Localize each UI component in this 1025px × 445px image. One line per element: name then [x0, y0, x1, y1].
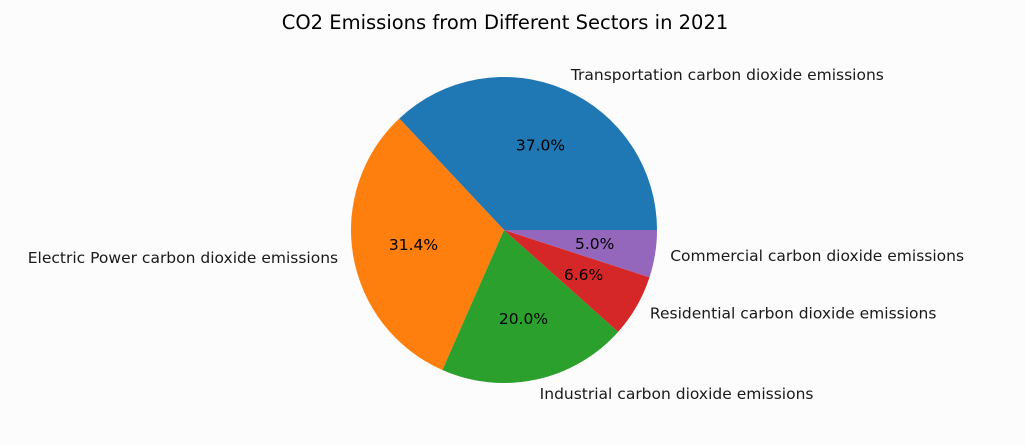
slice-label-industrial-carbon-dioxide-emissions: Industrial carbon dioxide emissions [540, 385, 814, 403]
slice-label-commercial-carbon-dioxide-emissions: Commercial carbon dioxide emissions [670, 247, 964, 265]
pie-slice-industrial-carbon-dioxide-emissions [442, 230, 619, 383]
pie-slice-commercial-carbon-dioxide-emissions [504, 230, 657, 278]
pie-slice-transportation-carbon-dioxide-emissions [399, 76, 657, 230]
chart-title: CO2 Emissions from Different Sectors in … [282, 11, 729, 34]
pct-label-industrial-carbon-dioxide-emissions: 20.0% [499, 310, 548, 328]
slice-label-transportation-carbon-dioxide-emissions: Transportation carbon dioxide emissions [570, 66, 884, 84]
pie-slices [351, 76, 657, 383]
pct-label-transportation-carbon-dioxide-emissions: 37.0% [516, 136, 565, 154]
pie-slice-electric-power-carbon-dioxide-emissions [351, 118, 504, 371]
pct-label-residential-carbon-dioxide-emissions: 6.6% [564, 266, 603, 284]
pie-labels: Transportation carbon dioxide emissions E… [28, 66, 964, 403]
slice-label-electric-power-carbon-dioxide-emissions: Electric Power carbon dioxide emissions [28, 249, 338, 267]
slice-label-residential-carbon-dioxide-emissions: Residential carbon dioxide emissions [650, 304, 937, 322]
pct-label-electric-power-carbon-dioxide-emissions: 31.4% [389, 236, 438, 254]
pie-slice-residential-carbon-dioxide-emissions [504, 230, 650, 332]
pct-label-commercial-carbon-dioxide-emissions: 5.0% [575, 235, 614, 253]
pie-percent-labels: 37.0% 31.4% 20.0% 6.6% 5.0% [389, 136, 614, 328]
